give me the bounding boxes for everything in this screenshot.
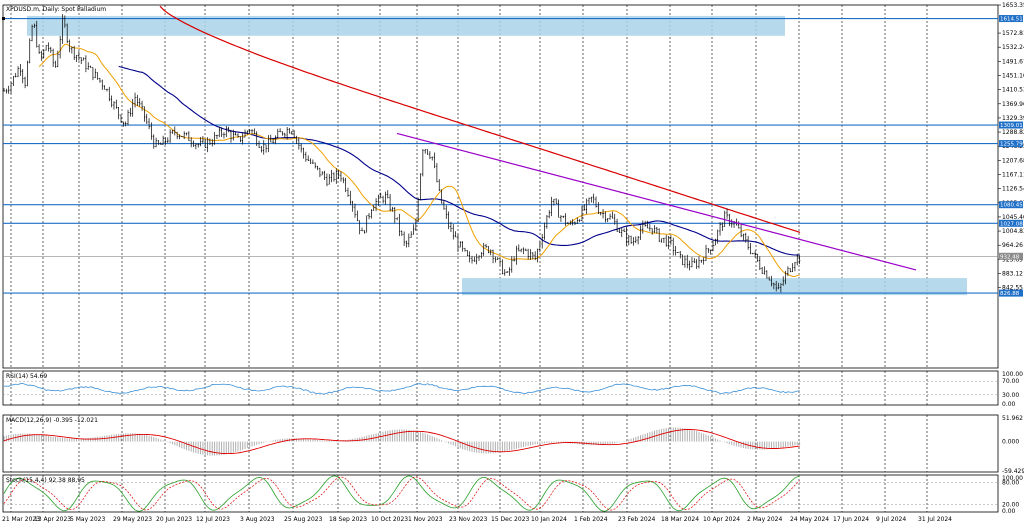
x-tick-label: 10 Jan 2024 (531, 516, 567, 523)
x-tick-label: 2 May 2024 (747, 516, 782, 523)
rsi-y-tick-label: 30.00 (1002, 392, 1019, 399)
st-y-tick-label: 20.00 (1002, 502, 1019, 509)
moving-average-mid (118, 65, 800, 256)
y-tick-label: 1126.54 (1002, 186, 1024, 193)
stoch-signal-line (3, 476, 800, 511)
y-tick-label: 1491.67 (1002, 58, 1024, 65)
price-mark-bg (999, 219, 1023, 227)
y-tick-label: 1288.82 (1002, 129, 1024, 136)
x-tick-label: 31 Jul 2024 (918, 516, 952, 523)
x-tick-label: 25 Aug 2023 (284, 516, 323, 523)
y-tick-label: 1207.68 (1002, 157, 1024, 164)
x-tick-label: 17 Jun 2024 (833, 516, 869, 523)
pane-st-frame (2, 474, 999, 513)
level-anchor (2, 17, 5, 21)
macd-y-tick-label: 0.000 (1002, 439, 1019, 446)
x-tick-label: 21 Mar 2023 (2, 516, 40, 523)
x-tick-label: 1 Nov 2023 (408, 516, 443, 523)
st-y-tick-label: 100.00 (1002, 475, 1023, 482)
y-tick-label: 1045.40 (1002, 214, 1024, 221)
pane-main-frame (2, 4, 999, 369)
y-tick-label: 1410.53 (1002, 87, 1024, 94)
x-tick-label: 9 Jul 2024 (876, 516, 906, 523)
macd-y-tick-label: 51.962 (1002, 415, 1023, 422)
pane-macd-frame (2, 414, 999, 473)
price-mark-bg (999, 252, 1023, 260)
x-tick-label: 13 Apr 2023 (34, 516, 71, 523)
y-tick-label: 883.12 (1002, 270, 1023, 277)
y-tick-label: 1329.39 (1002, 115, 1024, 122)
price-mark-label: 1027.08 (1000, 221, 1023, 227)
price-mark-bg (999, 121, 1023, 129)
rsi-y-tick-label: 0.00 (1002, 401, 1016, 408)
x-tick-label: 20 Jun 2023 (156, 516, 192, 523)
resistance-zone (27, 15, 785, 36)
st-title: Stoch(15,4,4) 92.38 88.95 (6, 477, 85, 484)
moving-average-short (38, 43, 800, 278)
y-tick-label: 1653.35 (1002, 2, 1024, 9)
price-mark-bg (999, 201, 1023, 209)
price-mark-label: 826.88 (1000, 291, 1020, 297)
rsi-line (3, 383, 800, 395)
y-tick-label: 1532.24 (1002, 44, 1024, 51)
x-tick-label: 23 Feb 2024 (618, 516, 656, 523)
x-tick-label: 1 Feb 2024 (574, 516, 608, 523)
y-tick-label: 1167.11 (1002, 171, 1024, 178)
y-tick-label: 842.55 (1002, 285, 1023, 292)
x-tick-label: 15 Dec 2023 (491, 516, 530, 523)
rsi-title: RSI(14) 54.69 (6, 373, 47, 380)
x-tick-label: 24 May 2024 (790, 516, 829, 523)
trendline[interactable] (396, 132, 917, 271)
x-tick-label: 18 Mar 2024 (661, 516, 699, 523)
macd-title: MACD(12,26,9) -0.395 -12.021 (6, 417, 98, 424)
x-tick-label: 3 Aug 2023 (240, 516, 275, 523)
x-tick-label: 23 Nov 2023 (449, 516, 488, 523)
price-mark-bg (999, 289, 1023, 297)
x-tick-label: 10 Apr 2024 (703, 516, 740, 523)
rsi-y-tick-label: 100.00 (1002, 371, 1023, 378)
price-mark-label: 1309.01 (1000, 123, 1023, 129)
current-price-label: 932.48 (1000, 254, 1020, 260)
y-tick-label: 964.26 (1002, 242, 1023, 249)
y-tick-label: 1369.96 (1002, 101, 1024, 108)
st-y-tick-label: 0.00 (1002, 508, 1016, 515)
y-tick-label: 1004.83 (1002, 228, 1024, 235)
chart-title: XPDUSD.m, Daily: Spot Palladium (6, 6, 106, 13)
macd-y-tick-label: -59.429 (1002, 468, 1024, 475)
price-mark-label: 1080.45 (1000, 203, 1023, 209)
stoch-main-line (3, 475, 800, 512)
rsi-y-tick-label: 70.00 (1002, 378, 1019, 385)
macd-signal-line (3, 429, 800, 455)
price-mark-label: 1255.79 (1000, 142, 1023, 148)
x-tick-label: 29 May 2023 (113, 516, 152, 523)
x-tick-label: 18 Sep 2023 (329, 516, 367, 523)
y-tick-label: 1572.81 (1002, 30, 1024, 37)
price-mark-label: 1614.51 (1000, 17, 1023, 23)
y-tick-label: 1451.10 (1002, 73, 1024, 80)
st-y-tick-label: 80.00 (1002, 479, 1019, 486)
x-tick-label: 5 May 2023 (70, 516, 105, 523)
price-bars (3, 14, 801, 293)
price-mark-bg (999, 15, 1023, 23)
support-zone (462, 278, 967, 296)
x-tick-label: 10 Oct 2023 (371, 516, 408, 523)
price-mark-bg (999, 140, 1023, 148)
y-tick-label: 923.69 (1002, 256, 1023, 263)
x-tick-label: 12 Jul 2023 (196, 516, 230, 523)
pane-rsi-frame (2, 370, 999, 406)
moving-average-long (159, 5, 801, 233)
